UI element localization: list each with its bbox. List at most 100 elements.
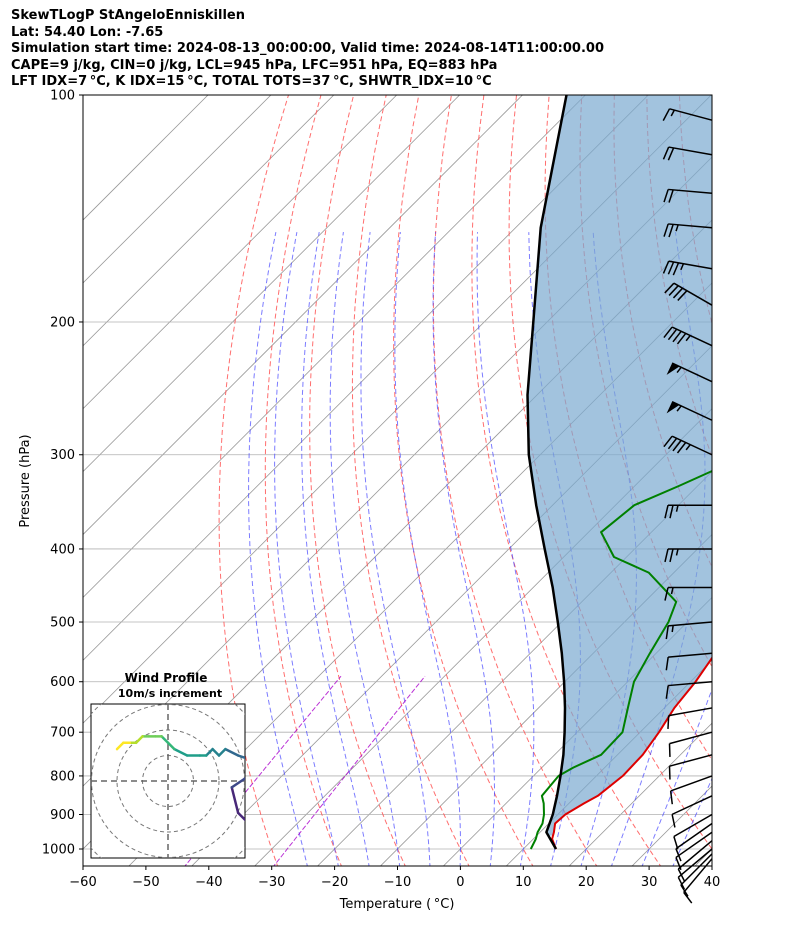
wind-barb (683, 858, 713, 904)
barb-shaft (673, 813, 713, 838)
dry-adiabat-line (471, 95, 662, 866)
moist-adiabat-line (360, 232, 431, 866)
x-tick-label: 20 (578, 875, 595, 890)
y-tick-label: 1000 (42, 843, 75, 858)
dry-adiabat-line (711, 95, 712, 102)
hodograph-segment (230, 777, 245, 789)
barb-flag (664, 505, 669, 519)
wind-barb (662, 146, 713, 161)
axes: Temperature ( °C) Pressure (hPa) −60 −50 −… (18, 89, 720, 913)
cape-area (527, 95, 712, 836)
barb-half-flag (685, 444, 691, 451)
wind-barb (665, 652, 713, 671)
location-line: Lat: 54.40 Lon: -7.65 (11, 24, 164, 40)
y-tick-label: 200 (50, 315, 75, 330)
x-axis-label: Temperature ( °C) (339, 897, 455, 912)
barb-shaft (670, 775, 713, 792)
x-tick-label: −40 (195, 875, 222, 890)
wind-barb (664, 504, 712, 519)
barb-flag (677, 876, 686, 890)
wind-barb (671, 795, 713, 828)
x-tick-label: 0 (456, 875, 464, 890)
isotherm-line (83, 95, 586, 598)
title-block: SkewTLogP StAngeloEnniskillen Lat: 54.40… (11, 8, 604, 91)
wind-barb (675, 831, 713, 871)
isotherm-line (83, 95, 209, 221)
hodograph-segment (211, 747, 221, 757)
wind-barb (668, 731, 713, 757)
hodograph-segment (166, 741, 176, 751)
wind-barb (663, 435, 713, 456)
barb-flag (672, 439, 682, 452)
barb-shaft (668, 621, 713, 627)
wind-barbs (662, 108, 713, 904)
y-axis-label: Pressure (hPa) (18, 434, 33, 527)
barb-half-flag (676, 405, 682, 412)
barb-half-flag (685, 335, 691, 342)
y-tick-label: 400 (50, 542, 75, 557)
barb-half-flag (675, 548, 679, 556)
barb-half-flag (680, 263, 685, 271)
barb-flag (677, 290, 688, 301)
barb-half-flag (676, 366, 682, 374)
wind-barb (664, 282, 713, 306)
y-tick-label: 600 (50, 675, 75, 690)
hodograph-subtitle: 10m/s increment (118, 687, 222, 700)
cape-fill-area (527, 95, 712, 836)
barb-flag (665, 656, 669, 671)
parcel-line (526, 95, 568, 850)
cape-line: CAPE=9 j/kg, CIN=0 j/kg, LCL=945 hPa, LF… (11, 57, 498, 73)
temperature-line (551, 656, 712, 850)
dry-adiabat-line (777, 95, 794, 868)
isotherm-line (254, 408, 712, 866)
barb-flag (667, 328, 678, 341)
barb-flag (668, 189, 674, 203)
barb-flag (662, 108, 671, 121)
barb-flag (664, 548, 669, 563)
barb-shaft (668, 260, 713, 270)
y-tick-label: 500 (50, 616, 75, 631)
barb-flag (672, 262, 680, 276)
wind-barb (666, 362, 713, 383)
barb-shaft (675, 822, 713, 850)
dry-adiabat-line (745, 95, 794, 868)
wind-barb (662, 260, 713, 276)
barb-flag (675, 857, 682, 871)
barb-flag (665, 625, 669, 640)
isotherm-line (756, 78, 794, 868)
wind-barb (669, 775, 713, 805)
dry-adiabat-line (309, 95, 406, 866)
y-tick-label: 100 (50, 89, 75, 104)
hodograph-segment (173, 747, 189, 757)
barb-shaft (668, 188, 713, 195)
dry-adiabat-line (432, 95, 598, 866)
mixing-ratio-line (273, 675, 426, 866)
barb-flag (668, 224, 674, 238)
wind-barb (673, 813, 713, 850)
moist-adiabat-line (329, 232, 401, 866)
wind-barb (677, 840, 713, 882)
barb-flag (662, 260, 670, 274)
isotherm-line (83, 95, 272, 284)
y-tick-label: 300 (50, 448, 75, 463)
isotherm-line (83, 95, 649, 661)
dry-adiabat-line (508, 95, 712, 850)
barb-flag (662, 146, 670, 160)
barb-shaft (680, 853, 713, 886)
barb-shaft (677, 840, 713, 870)
isotherm-line (83, 95, 335, 347)
barb-flag (669, 548, 674, 563)
hodograph-segment (217, 747, 227, 757)
hodograph-segment (251, 826, 264, 845)
barb-shaft (671, 326, 713, 347)
barb-flag (664, 282, 675, 294)
dry-adiabat-line (393, 95, 534, 866)
barb-shaft (668, 652, 713, 658)
wind-barb (664, 548, 712, 563)
moist-adiabat-line (476, 232, 535, 866)
x-tick-label: −50 (132, 875, 159, 890)
barb-shaft (668, 680, 713, 687)
x-tick-label: 40 (704, 875, 721, 890)
dry-adiabat-line (218, 95, 289, 866)
barb-flag (676, 442, 687, 454)
